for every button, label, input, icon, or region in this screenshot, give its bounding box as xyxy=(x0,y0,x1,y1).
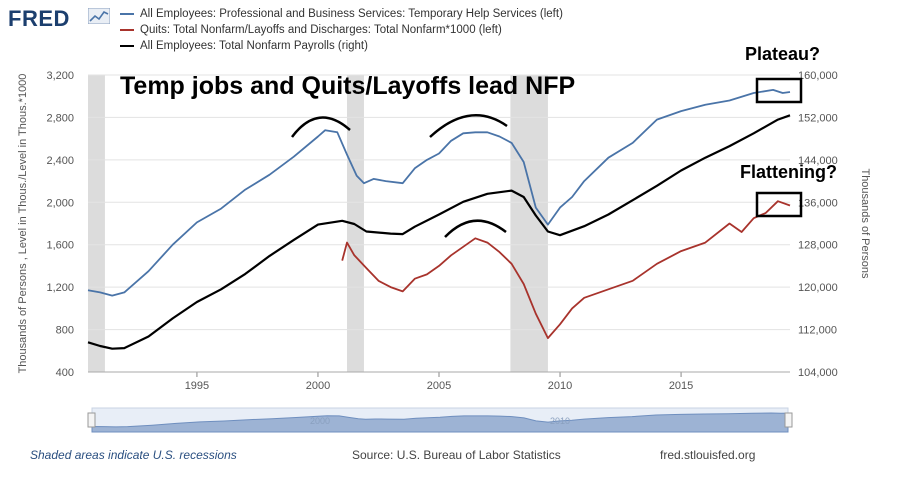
headline-annotation: Temp jobs and Quits/Layoffs lead NFP xyxy=(120,72,576,100)
navigator-handle-left[interactable] xyxy=(87,412,96,428)
left-tick-label: 2,800 xyxy=(46,112,74,124)
right-tick-label: 136,000 xyxy=(798,197,838,209)
recession-band-0 xyxy=(88,75,105,372)
left-tick-label: 400 xyxy=(56,367,74,379)
plateau-annotation: Plateau? xyxy=(745,44,821,64)
fred-logo[interactable]: FRED xyxy=(8,6,70,31)
legend-item-temp-help: All Employees: Professional and Business… xyxy=(120,6,563,22)
right-tick-label: 112,000 xyxy=(798,325,837,337)
hand-drawn-arc-2000-peak xyxy=(290,116,351,138)
hand-drawn-annotations xyxy=(290,77,803,238)
chart-legend: All Employees: Professional and Business… xyxy=(120,6,563,54)
navigator-area xyxy=(91,412,789,433)
legend-swatch-temp-help xyxy=(120,13,134,15)
right-axis-title: Thousands of Persons xyxy=(859,168,871,279)
navigator-year-label: 2010 xyxy=(550,416,570,426)
hand-drawn-arc-2006-peak xyxy=(429,114,508,138)
legend-item-payrolls: All Employees: Total Nonfarm Payrolls (r… xyxy=(120,38,563,54)
right-tick-label: 120,000 xyxy=(798,282,838,294)
legend-swatch-quits xyxy=(120,29,134,31)
left-tick-label: 1,600 xyxy=(46,240,74,252)
right-tick-label: 160,000 xyxy=(798,70,838,82)
left-tick-label: 2,400 xyxy=(46,155,74,167)
navigator-handle-right[interactable] xyxy=(784,412,793,428)
x-tick-label: 2000 xyxy=(306,380,330,392)
x-tick-label: 2010 xyxy=(548,380,572,392)
plateau-box xyxy=(755,77,803,104)
series-lines xyxy=(87,89,791,350)
axes: 400 104,000 800 112,000 1,200 120,000 1,600 128… xyxy=(17,70,871,392)
left-axis-title: Thousands of Persons , Level in Thous./L… xyxy=(17,74,29,374)
legend-label-payrolls: All Employees: Total Nonfarm Payrolls (r… xyxy=(140,40,368,52)
legend-item-quits: Quits: Total Nonfarm/Layoffs and Dischar… xyxy=(120,22,563,38)
right-tick-label: 152,000 xyxy=(798,112,838,124)
right-tick-label: 104,000 xyxy=(798,367,838,379)
series-line-payrolls xyxy=(87,114,791,350)
legend-label-temp-help: All Employees: Professional and Business… xyxy=(140,8,563,20)
fred-logo-chart-icon xyxy=(88,8,110,24)
left-tick-label: 2,000 xyxy=(46,197,74,209)
recession-note: Shaded areas indicate U.S. recessions xyxy=(30,448,237,462)
right-tick-label: 128,000 xyxy=(798,240,838,252)
flattening-annotation: Flattening? xyxy=(740,162,837,182)
left-tick-label: 800 xyxy=(56,325,74,337)
range-navigator[interactable]: 2000 2010 xyxy=(87,407,793,433)
flattening-box xyxy=(755,191,803,218)
series-line-temp-help xyxy=(87,89,791,297)
navigator-year-label: 2000 xyxy=(310,416,330,426)
hand-drawn-arc-quits-peak xyxy=(444,219,507,238)
series-line-quits xyxy=(341,200,791,340)
gridlines xyxy=(88,74,790,373)
x-tick-label: 2005 xyxy=(427,380,451,392)
left-tick-label: 1,200 xyxy=(46,282,74,294)
legend-label-quits: Quits: Total Nonfarm/Layoffs and Dischar… xyxy=(140,24,502,36)
source-note: Source: U.S. Bureau of Labor Statistics xyxy=(352,448,561,462)
right-tick-label: 144,000 xyxy=(798,155,838,167)
x-tick-label: 2015 xyxy=(669,380,693,392)
x-tick-label: 1995 xyxy=(185,380,209,392)
legend-swatch-payrolls xyxy=(120,45,134,47)
left-tick-label: 3,200 xyxy=(46,70,74,82)
fred-site-link[interactable]: fred.stlouisfed.org xyxy=(660,448,756,462)
